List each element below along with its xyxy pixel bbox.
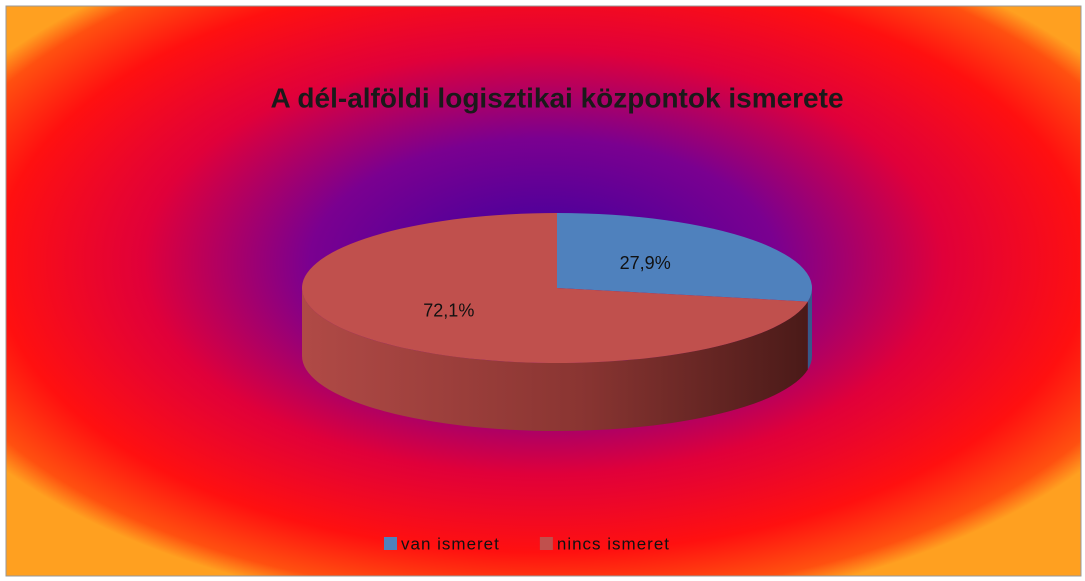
slice-side [302, 288, 808, 431]
data-label: 27,9% [620, 253, 671, 273]
legend-label: van ismeret [401, 534, 500, 553]
legend-label: nincs ismeret [557, 534, 670, 553]
slice-side [807, 288, 812, 370]
legend-swatch [384, 537, 397, 550]
legend-swatch [539, 537, 553, 550]
chart-title: A dél-alföldi logisztikai központok isme… [270, 82, 843, 113]
pie: 27,9% 72,1% [301, 213, 812, 431]
legend: van ismeret nincs ismeret [384, 534, 670, 553]
slice [301, 213, 808, 364]
data-label: 72,1% [423, 301, 474, 321]
slice [557, 213, 812, 302]
